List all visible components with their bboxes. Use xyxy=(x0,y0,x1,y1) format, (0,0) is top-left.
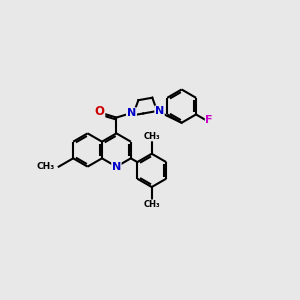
Text: O: O xyxy=(95,105,105,118)
Text: CH₃: CH₃ xyxy=(143,132,160,141)
Text: CH₃: CH₃ xyxy=(143,200,160,209)
Text: N: N xyxy=(127,108,136,118)
Text: N: N xyxy=(112,162,121,172)
Text: N: N xyxy=(155,106,164,116)
Text: N: N xyxy=(127,109,136,118)
Text: F: F xyxy=(205,115,213,125)
Text: CH₃: CH₃ xyxy=(37,162,55,171)
